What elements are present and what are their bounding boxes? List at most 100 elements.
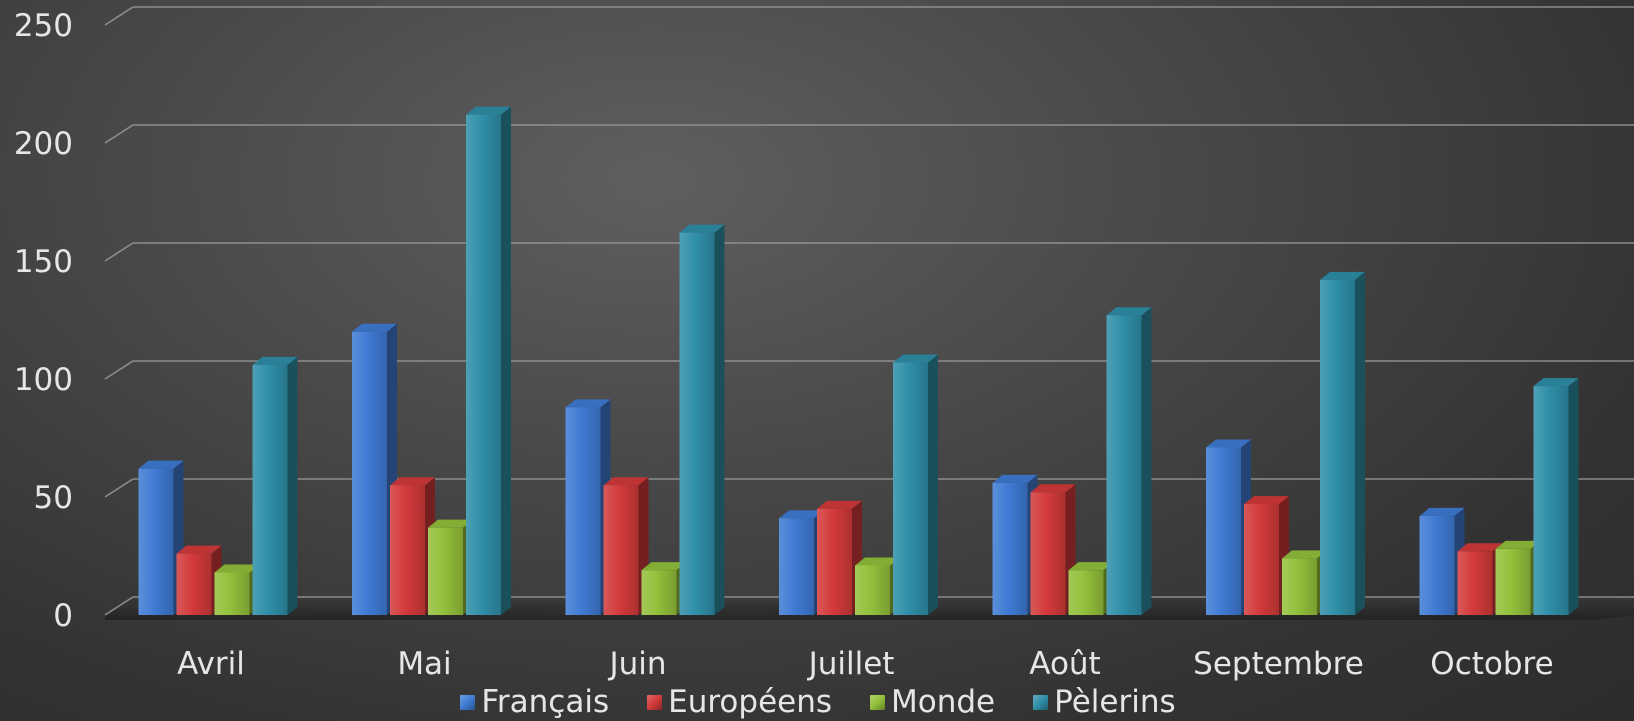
y-tick-label: 200: [14, 126, 73, 162]
bar-front: [1419, 515, 1455, 615]
bar-top: [352, 323, 397, 332]
gridline-depth: [104, 6, 134, 26]
bar-front: [1457, 551, 1493, 615]
bar-front: [1030, 492, 1066, 615]
bar: [252, 356, 298, 615]
legend-label-monde: Monde: [891, 684, 996, 720]
y-tick-label: 100: [14, 362, 73, 398]
bar: [1533, 378, 1579, 615]
bar-top: [893, 354, 938, 363]
bar-top: [603, 477, 649, 486]
bar: [1282, 550, 1327, 615]
bar-front: [893, 362, 928, 615]
bar-front: [1244, 504, 1279, 615]
gridline-depth: [104, 360, 134, 380]
bar-top: [1419, 507, 1465, 516]
bar-top: [1457, 543, 1503, 552]
legend-label-pelerins: Pèlerins: [1054, 684, 1176, 720]
legend-item-monde: Monde: [870, 684, 995, 720]
bar-side: [1355, 271, 1365, 615]
y-tick-label: 50: [34, 480, 73, 516]
bar-top: [565, 399, 611, 408]
bar-front: [252, 364, 288, 615]
bar-front: [817, 508, 852, 615]
gridline-depth: [104, 124, 134, 144]
bar-front: [214, 572, 250, 615]
bar-top: [176, 545, 222, 554]
bar: [1320, 271, 1365, 615]
bar-front: [992, 482, 1028, 615]
legend-item-europeens: Européens: [647, 684, 832, 720]
bar-top: [1206, 439, 1251, 448]
bar-top: [1068, 562, 1114, 571]
bar-front: [1282, 558, 1317, 615]
legend: Français Européens Monde Pèlerins: [0, 684, 1634, 720]
bar-top: [779, 510, 824, 519]
bar-chart: 0 50 100 150 200 250 Avril Mai Juin Juillet Août Se…: [14, 6, 1634, 682]
bar-front: [603, 485, 639, 615]
bar: [817, 500, 862, 615]
bar-front: [1068, 570, 1104, 615]
bar-side: [287, 356, 298, 615]
bar-top: [641, 562, 687, 571]
bar: [466, 106, 511, 616]
gridline-depth: [104, 242, 134, 262]
x-tick-label: Juillet: [807, 646, 895, 682]
legend-label-europeens: Européens: [668, 684, 833, 720]
bar-top: [138, 460, 184, 469]
bar-front: [641, 570, 677, 615]
bar-front: [1495, 548, 1531, 615]
bar-side: [714, 224, 725, 615]
bar-front: [565, 407, 601, 615]
bar-top: [1320, 271, 1365, 280]
bar-top: [1106, 307, 1152, 316]
bar-top: [817, 500, 862, 509]
bar-front: [855, 565, 890, 615]
bar-side: [928, 354, 938, 615]
bar-side: [1568, 378, 1579, 615]
legend-item-pelerins: Pèlerins: [1033, 684, 1176, 720]
bar: [390, 477, 435, 615]
bar-front: [1106, 315, 1142, 615]
x-tick-label: Juin: [607, 646, 666, 682]
bar-top: [252, 356, 298, 365]
bar-front: [390, 485, 425, 615]
bar-front: [779, 518, 814, 615]
bar-top: [466, 106, 511, 115]
bar-front: [428, 527, 463, 615]
x-tick-label: Septembre: [1193, 646, 1364, 682]
bar: [893, 354, 938, 615]
x-tick-label: Avril: [177, 646, 245, 682]
x-tick-label: Août: [1029, 646, 1100, 682]
bar-top: [214, 564, 260, 573]
y-tick-label: 0: [53, 598, 73, 634]
bar-top: [1030, 484, 1076, 493]
legend-swatch-monde: [870, 694, 886, 710]
bar-front: [1533, 386, 1569, 615]
bar-front: [1206, 447, 1241, 615]
bar-front: [352, 331, 387, 615]
gridline-depth: [104, 478, 134, 498]
y-tick-label: 150: [14, 244, 73, 280]
bar-front: [679, 232, 715, 615]
bar-front: [466, 114, 501, 616]
bar: [603, 477, 649, 615]
bar-top: [1282, 550, 1327, 559]
bar: [1106, 307, 1152, 615]
bar-top: [1533, 378, 1579, 387]
bar: [565, 399, 611, 615]
bar-top: [428, 519, 473, 528]
bar-top: [1244, 496, 1289, 505]
bar-top: [679, 224, 725, 233]
bar: [679, 224, 725, 615]
bar-front: [176, 553, 212, 615]
bar-top: [992, 474, 1038, 483]
y-tick-label: 250: [14, 8, 73, 44]
x-tick-label: Mai: [397, 646, 451, 682]
x-tick-label: Octobre: [1430, 646, 1553, 682]
legend-label-francais: Français: [481, 684, 610, 720]
bar-top: [855, 557, 900, 566]
bar-side: [501, 106, 511, 616]
legend-swatch-pelerins: [1033, 694, 1049, 710]
